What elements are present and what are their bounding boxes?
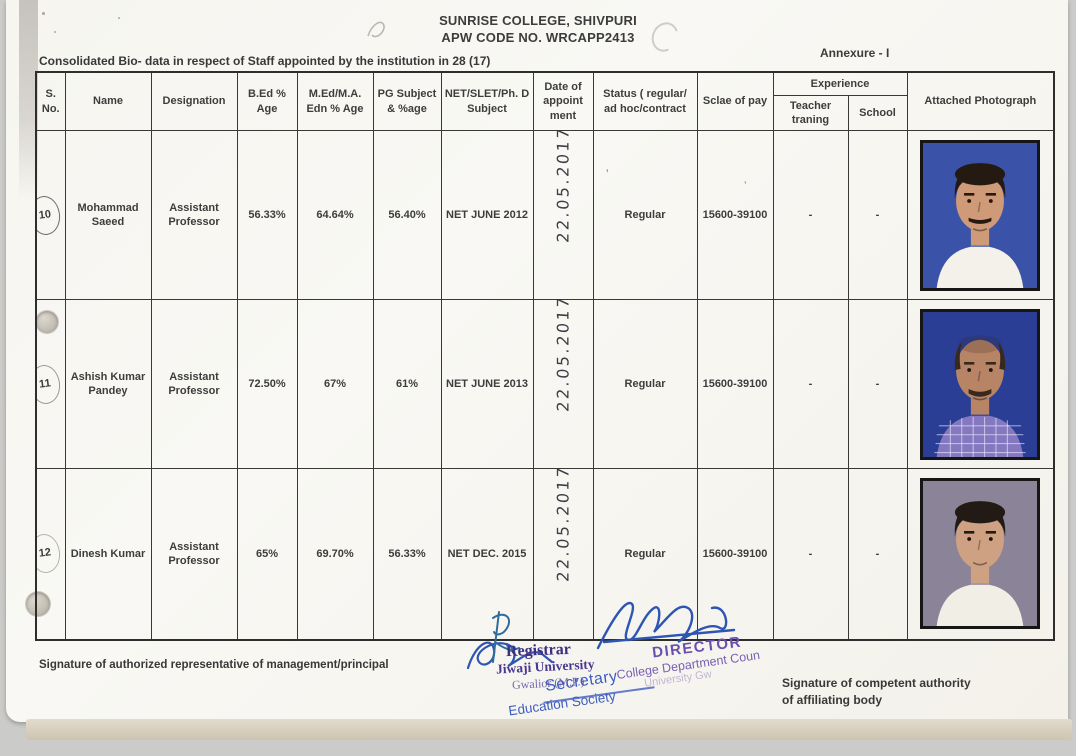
portrait-photo-icon bbox=[923, 311, 1038, 457]
col-header-bed: B.Ed % Age bbox=[236, 71, 298, 131]
cell-school-exp: - bbox=[847, 299, 908, 469]
cell-name: Ashish Kumar Pandey bbox=[64, 299, 152, 469]
col-header-school: School bbox=[847, 95, 908, 131]
cell-school-exp: - bbox=[847, 130, 908, 300]
cell-teacher-training-exp: - bbox=[772, 130, 849, 300]
cell-net: NET JUNE 2012 bbox=[440, 130, 534, 300]
staff-table-body: 10 Mohammad Saeed Assistant Professor 56.33… bbox=[35, 130, 1055, 640]
cell-pay-scale: 15600-39100 bbox=[696, 468, 774, 640]
cell-status: Regular bbox=[592, 468, 698, 640]
col-header-pg: PG Subject & %age bbox=[372, 71, 442, 131]
cell-bed-pct: 65% bbox=[236, 468, 298, 640]
director-signature-scribble bbox=[596, 601, 736, 650]
cell-school-exp: - bbox=[847, 468, 908, 640]
scan-bottom-edge bbox=[26, 719, 1072, 740]
cell-bed-pct: 72.50% bbox=[236, 299, 298, 469]
cell-pg-pct: 56.33% bbox=[372, 468, 442, 640]
attached-photograph bbox=[920, 308, 1041, 460]
apw-code: APW CODE NO. WRCAPP2413 bbox=[441, 30, 635, 45]
cell-pg-pct: 61% bbox=[372, 299, 442, 469]
cell-sno: 10 bbox=[35, 130, 66, 300]
col-header-sno: S. No. bbox=[35, 71, 66, 131]
handwritten-date: 22.05.2017 bbox=[552, 130, 572, 244]
attached-photograph bbox=[920, 139, 1041, 291]
cell-bed-pct: 56.33% bbox=[236, 130, 298, 300]
cell-sno: 12 bbox=[35, 468, 66, 640]
col-header-teacher-training: Teacher traning bbox=[772, 95, 849, 131]
hand-drawn-circle: 10 bbox=[37, 193, 63, 237]
portrait-photo-icon bbox=[923, 142, 1038, 288]
authority-signature-line2: of affiliating body bbox=[782, 693, 882, 707]
hand-drawn-circle: 12 bbox=[37, 532, 63, 575]
cell-name: Dinesh Kumar bbox=[64, 468, 152, 640]
col-header-med: M.Ed/M.A. Edn % Age bbox=[296, 71, 374, 131]
staff-bio-table: S. No. Name Designation B.Ed % Age M.Ed/… bbox=[35, 71, 1056, 641]
cell-name: Mohammad Saeed bbox=[64, 130, 152, 300]
cell-med-pct: 67% bbox=[296, 299, 374, 469]
attached-photograph bbox=[920, 478, 1041, 630]
col-header-photo: Attached Photograph bbox=[906, 71, 1055, 131]
cell-designation: Assistant Professor bbox=[150, 468, 238, 640]
cell-sno: 11 bbox=[35, 299, 66, 469]
col-header-experience: Experience bbox=[772, 71, 908, 96]
cell-photo bbox=[906, 468, 1055, 640]
cell-status: Regular bbox=[592, 130, 698, 300]
cell-date-of-appointment: 22.05.2017 bbox=[532, 468, 594, 640]
cell-pay-scale: 15600-39100 bbox=[696, 299, 774, 469]
cell-designation: Assistant Professor bbox=[150, 299, 238, 469]
col-header-status: Status ( regular/ ad hoc/contract bbox=[592, 71, 698, 131]
cell-pg-pct: 56.40% bbox=[372, 130, 442, 300]
authority-signature-line1: Signature of competent authority bbox=[782, 676, 971, 690]
cell-med-pct: 64.64% bbox=[296, 130, 374, 300]
management-signature-label: Signature of authorized representative o… bbox=[39, 659, 389, 671]
cell-designation: Assistant Professor bbox=[150, 130, 238, 300]
registrar-signature-scribble bbox=[492, 611, 520, 663]
handwritten-date: 22.05.2017 bbox=[552, 299, 572, 413]
authority-signature-label: Signature of competent authority of affi… bbox=[782, 675, 971, 709]
col-header-net: NET/SLET/Ph. D Subject bbox=[440, 71, 534, 131]
cell-photo bbox=[906, 130, 1055, 300]
table-row: 11 Ashish Kumar Pandey Assistant Professor… bbox=[35, 299, 1055, 469]
col-header-designation: Designation bbox=[150, 71, 238, 131]
college-title: SUNRISE COLLEGE, SHIVPURI bbox=[439, 13, 637, 28]
cell-photo bbox=[906, 299, 1055, 469]
cell-teacher-training-exp: - bbox=[772, 299, 849, 469]
hand-drawn-circle: 11 bbox=[37, 362, 63, 406]
col-header-date: Date of appoint ment bbox=[532, 71, 594, 131]
cell-status: Regular bbox=[592, 299, 698, 469]
cell-net: NET JUNE 2013 bbox=[440, 299, 534, 469]
portrait-photo-icon bbox=[923, 481, 1038, 627]
cell-date-of-appointment: 22.05.2017 bbox=[532, 130, 594, 300]
management-signature-scribble bbox=[466, 641, 554, 670]
table-row: 12 Dinesh Kumar Assistant Professor 65% 69.7… bbox=[35, 468, 1055, 640]
col-header-name: Name bbox=[64, 71, 152, 131]
annexure-label: Annexure - I bbox=[820, 46, 890, 60]
cell-teacher-training-exp: - bbox=[772, 468, 849, 640]
table-row: 10 Mohammad Saeed Assistant Professor 56.33… bbox=[35, 130, 1055, 300]
bio-data-subtitle: Consolidated Bio- data in respect of Sta… bbox=[39, 54, 491, 68]
handwritten-date: 22.05.2017 bbox=[552, 468, 572, 582]
cell-date-of-appointment: 22.05.2017 bbox=[532, 299, 594, 469]
document-header: SUNRISE COLLEGE, SHIVPURI APW CODE NO. W… bbox=[0, 12, 1076, 46]
col-header-pay: Sclae of pay bbox=[696, 71, 774, 131]
cell-pay-scale: 15600-39100 bbox=[696, 130, 774, 300]
cell-net: NET DEC. 2015 bbox=[440, 468, 534, 640]
cell-med-pct: 69.70% bbox=[296, 468, 374, 640]
